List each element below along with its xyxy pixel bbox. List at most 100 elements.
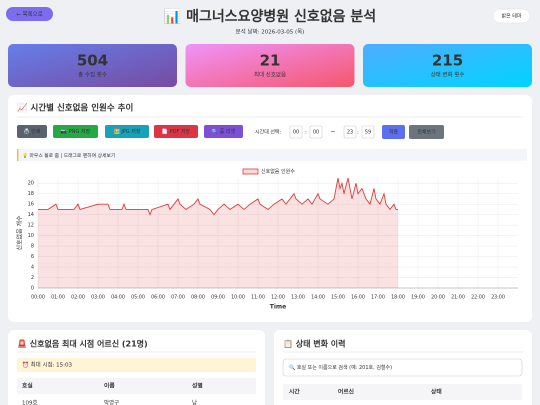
y-tick-label: 14 [28,212,34,218]
time-input-value: 00 [313,130,319,136]
y-tick-label: 12 [28,223,34,229]
table-cell: 남 [192,399,197,405]
range-separator: ~ [330,129,335,136]
hint-text: 💡 마우스 휠로 줌 | 드래그로 팬하여 상세보기 [22,152,115,159]
table-header-cell: 이름 [104,382,115,390]
y-tick-label: 6 [31,254,34,260]
x-tick-label: 21:00 [451,295,465,301]
series-line [38,177,398,216]
x-tick-label: 17:00 [371,295,385,301]
toolbar-button[interactable] [204,125,243,138]
time-input-value: 59 [365,130,371,136]
stat-label: 최대 신호없음 [254,71,286,79]
back-button-label: ← 목록으로 [16,11,43,18]
x-tick-label: 20:00 [431,295,445,301]
reset-button-label: 전체보기 [417,129,435,136]
table-header-cell: 성별 [192,382,203,390]
x-tick-label: 07:00 [171,295,185,301]
y-axis-label: 신호없음 개수 [16,215,24,251]
y-tick-label: 2 [31,275,34,281]
x-tick-label: 04:00 [111,295,125,301]
stat-value: 215 [432,52,463,70]
table-header [283,384,522,400]
y-tick-label: 10 [28,233,34,239]
stat-card [185,44,355,87]
x-tick-label: 13:00 [291,295,305,301]
toolbar-button[interactable] [53,125,98,138]
series-area [38,178,398,288]
x-tick-label: 03:00 [91,295,105,301]
apply-button[interactable] [382,125,405,139]
time-input[interactable] [343,125,357,139]
theme-button[interactable] [492,8,531,24]
search-placeholder: 🔍 호실 또는 이름으로 검색 (예: 201호, 김철수) [289,364,392,371]
hint-bar [17,149,527,161]
legend-label: 신호없음 인원수 [261,168,295,175]
table-header [17,378,256,394]
x-tick-label: 22:00 [471,295,485,301]
y-tick-label: 20 [28,181,34,187]
x-tick-label: 16:00 [351,295,365,301]
x-tick-label: 23:00 [491,295,505,301]
panel-title: 📈 시간별 신호없음 인원수 추이 [17,103,133,114]
x-tick-label: 05:00 [131,295,145,301]
max-time-box [17,358,256,372]
table-header-cell: 시간 [289,388,300,396]
panel-title: 📋 상태 변화 이력 [283,339,345,349]
y-tick-label: 8 [31,244,34,250]
toolbar-button-label: 🖼️ JPG 저장 [114,128,141,135]
x-axis-label: Time [270,304,286,311]
y-tick-label: 16 [28,202,34,208]
x-tick-label: 08:00 [191,295,205,301]
table-header-cell: 호실 [22,382,33,390]
x-tick-label: 18:00 [391,295,405,301]
reset-button[interactable] [409,125,444,139]
theme-button-label: 밝은 테마 [502,13,522,20]
x-tick-label: 15:00 [331,295,345,301]
y-tick-label: 18 [28,191,34,197]
x-tick-label: 10:00 [231,295,245,301]
y-tick-label: 0 [31,286,34,292]
stat-value: 21 [260,52,281,70]
stat-card [363,44,532,87]
legend-swatch [242,168,259,175]
y-tick-label: 4 [31,265,34,271]
time-input-value: 23 [347,130,353,136]
toolbar-button[interactable] [17,125,47,138]
time-separator: : [305,130,307,136]
x-tick-label: 12:00 [271,295,285,301]
time-input[interactable] [309,125,323,139]
table-cell: 박영구 [104,399,119,405]
time-input[interactable] [361,125,375,139]
panel-title: 🚨 신호없음 최대 시점 어르신 (21명) [17,339,148,349]
table-header-cell: 상태 [431,388,442,396]
time-separator: : [357,130,359,136]
time-input[interactable] [289,125,303,139]
stat-label: 총 수집 횟수 [78,71,107,79]
x-tick-label: 14:00 [311,295,325,301]
x-tick-label: 01:00 [51,295,65,301]
apply-button-label: 적용 [389,129,399,136]
toolbar-button[interactable] [105,125,149,138]
toolbar-button-label: 🖨️ 인쇄 [23,128,40,135]
search-box[interactable] [282,358,523,377]
stat-value: 504 [77,52,108,70]
table-header-cell: 어르신 [338,388,354,396]
x-tick-label: 09:00 [211,295,225,301]
page-title: 📊 매그너스요양병원 신호없음 분석 [164,8,376,25]
table-cell: 109호 [22,400,38,405]
page-subtitle: 분석 날짜: 2026-03-05 (목) [236,28,305,36]
time-input-value: 00 [293,130,299,136]
stat-card [8,44,177,87]
hint-accent [17,149,19,161]
back-button[interactable] [6,7,53,21]
max-time: ⏰ 최대 시점: 15:03 [22,361,73,369]
x-tick-label: 00:00 [31,295,45,301]
time-range-label: 시간대 선택: [255,129,282,136]
toolbar-button-label: 📄 PDF 저장 [162,128,191,135]
x-tick-label: 02:00 [71,295,85,301]
toolbar-button-label: 🔍 줌 리셋 [212,128,236,135]
toolbar-button-label: 📷 PNG 저장 [61,128,91,135]
toolbar-button[interactable] [154,125,198,138]
